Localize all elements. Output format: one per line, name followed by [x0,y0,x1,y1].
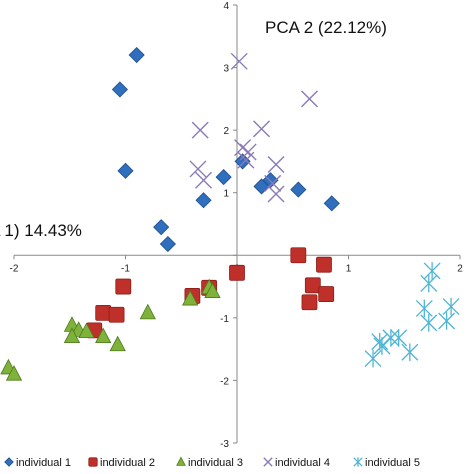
legend-label: individual 4 [275,457,330,469]
data-point-x [191,121,209,139]
data-point-x [253,120,271,138]
data-point-square [95,304,112,321]
series-1 [111,46,340,253]
data-point-x [267,156,285,174]
series-4 [189,52,318,203]
y-axis-title: PCA 2 (22.12%) [265,18,387,37]
data-point-x [189,160,207,178]
data-point-triangle [109,335,126,352]
data-point-triangle [5,365,23,381]
y-tick-label: -2 [220,376,229,387]
data-point-x [300,90,318,108]
data-point-diamond [111,81,128,98]
y-tick-label: 1 [223,189,229,200]
data-point-asterisk [420,314,438,332]
x-tick-label: 2 [457,263,463,274]
data-point-diamond [128,46,145,64]
data-point-asterisk [390,329,408,347]
legend-marker [263,457,273,467]
x-tick-label: 1 [346,263,352,274]
data-point-diamond [195,192,212,209]
x-tick-label: -2 [10,263,19,274]
y-tick-label: -1 [220,314,229,325]
legend-marker [176,456,186,466]
data-point-triangle [63,327,81,344]
data-points [0,46,460,381]
data-point-asterisk [423,262,441,280]
series-3 [0,278,221,381]
data-point-square [290,247,307,264]
data-point-square [115,278,132,295]
data-point-asterisk [371,332,389,351]
series-5 [364,262,460,368]
data-point-diamond [159,235,176,253]
legend-label: individual 1 [16,457,71,469]
data-point-triangle [95,327,112,344]
data-point-diamond [323,195,340,212]
data-point-triangle [78,322,95,339]
data-point-asterisk [382,329,400,347]
data-point-asterisk [420,274,438,293]
data-point-x [237,151,255,169]
legend: individual 1 individual 2 individual 3 indi… [4,456,420,469]
y-tick-label: 2 [223,126,229,137]
x-tick-label: -1 [121,263,130,274]
data-point-square [301,294,318,311]
data-point-x [195,171,213,189]
y-tick-label: 3 [223,64,229,75]
data-point-diamond [215,169,232,186]
data-point-square [304,277,321,294]
x-axis-title: (PCA 1) 14.43% [0,221,82,240]
data-point-triangle [182,289,199,306]
data-point-diamond [117,162,134,179]
data-point-square [108,306,125,323]
legend-marker [4,457,14,467]
data-point-square [229,264,245,281]
data-point-x [230,52,248,70]
data-point-asterisk [415,299,433,318]
legend-label: individual 2 [100,457,155,469]
y-tick-label: -3 [220,439,229,450]
data-point-diamond [290,181,307,198]
data-point-asterisk [438,312,456,330]
data-point-asterisk [364,349,382,368]
legend-label: individual 3 [188,457,243,469]
data-point-asterisk [442,297,460,316]
data-point-triangle [204,282,221,298]
data-point-square [318,286,335,302]
axes [13,4,461,444]
legend-marker [88,457,98,467]
legend-label: individual 5 [365,457,420,469]
data-point-diamond [153,219,170,236]
data-point-asterisk [401,343,419,362]
data-point-square [316,256,332,273]
y-tick-label: 4 [223,1,229,12]
data-point-triangle [139,303,156,320]
data-point-x [264,174,282,192]
legend-marker [353,457,363,467]
data-point-x [267,185,285,203]
